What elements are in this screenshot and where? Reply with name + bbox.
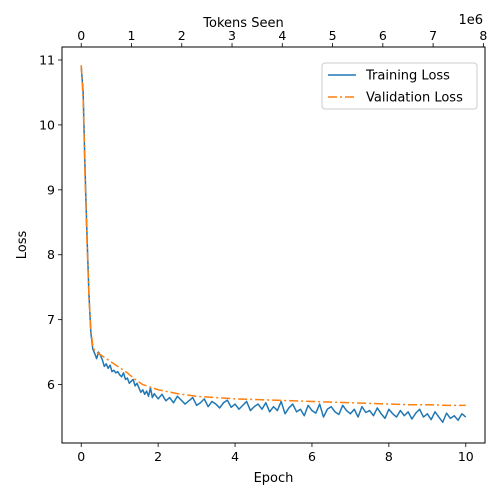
- x-axis-title: Epoch: [254, 471, 294, 486]
- top-x-axis: 0 1 2 3 4 5 6 7 8: [77, 28, 487, 47]
- top-tick-label: 4: [278, 28, 286, 43]
- series-line-training-loss: [80, 66, 467, 423]
- x-tick-label: 6: [308, 449, 316, 464]
- legend-label-validation: Validation Loss: [366, 91, 463, 106]
- top-tick-label: 5: [329, 28, 337, 43]
- x-tick-label: 0: [77, 449, 85, 464]
- top-tick-label: 0: [77, 28, 85, 43]
- top-tick-label: 1: [128, 28, 136, 43]
- top-tick-label: 3: [228, 28, 236, 43]
- y-tick-label: 9: [47, 182, 55, 197]
- x-tick-label: 2: [154, 449, 162, 464]
- series-line-validation-loss: [80, 65, 466, 407]
- y-tick-label: 6: [47, 377, 55, 392]
- y-tick-label: 10: [39, 117, 55, 132]
- plot-series: [80, 65, 467, 423]
- bottom-x-axis: 0 2 4 6 8 10: [77, 443, 474, 464]
- left-y-axis: 6 7 8 9 10 11: [39, 52, 62, 392]
- top-tick-label: 2: [178, 28, 186, 43]
- legend: Training Loss Validation Loss: [321, 62, 478, 110]
- y-axis-title: Loss: [15, 231, 30, 260]
- legend-label-training: Training Loss: [365, 69, 450, 84]
- top-axis-offset-text: 1e6: [458, 13, 483, 28]
- top-tick-label: 6: [379, 28, 387, 43]
- y-tick-label: 8: [47, 247, 55, 262]
- legend-box: [321, 62, 478, 110]
- top-tick-label: 8: [479, 28, 487, 43]
- top-tick-label: 7: [429, 28, 437, 43]
- x-tick-label: 8: [385, 449, 393, 464]
- y-tick-label: 7: [47, 312, 55, 327]
- y-tick-label: 11: [39, 52, 55, 67]
- plot-frame: [61, 46, 486, 444]
- top-axis-title: Tokens Seen: [202, 16, 283, 31]
- x-tick-label: 4: [231, 449, 239, 464]
- x-tick-label: 10: [458, 449, 474, 464]
